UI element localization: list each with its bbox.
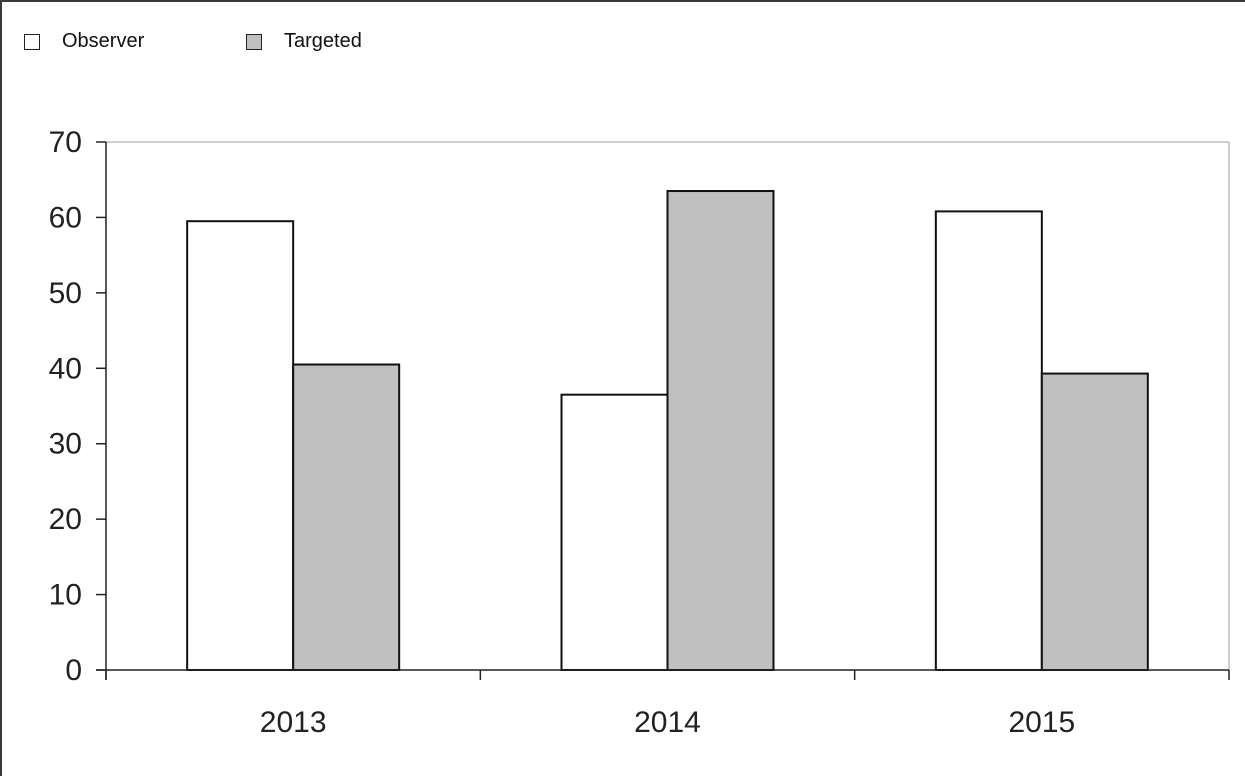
legend-item-targeted: Targeted	[246, 30, 362, 53]
bar-observer-2015	[934, 210, 1043, 671]
y-tick-label: 10	[49, 579, 82, 612]
legend-swatch-targeted	[246, 33, 262, 50]
y-tick-label: 0	[65, 654, 82, 687]
bar-targeted-2015	[1040, 372, 1149, 671]
y-tick-label: 30	[49, 428, 82, 461]
y-tick-label: 70	[49, 126, 82, 159]
bar-observer-2013	[186, 220, 295, 671]
bar-observer-2014	[560, 393, 669, 671]
legend-label-observer: Observer	[62, 30, 145, 52]
y-tick-label: 50	[49, 277, 82, 310]
bar-targeted-2013	[292, 363, 401, 671]
bar-targeted-2014	[666, 190, 775, 671]
x-tick-label: 2015	[1008, 706, 1075, 739]
x-tick-label: 2013	[260, 706, 327, 739]
x-tick-label: 2014	[634, 706, 701, 739]
y-tick-label: 40	[49, 352, 82, 385]
y-tick-label: 60	[49, 201, 82, 234]
legend-label-targeted: Targeted	[284, 30, 362, 52]
legend-swatch-observer	[24, 33, 40, 50]
legend-item-observer: Observer	[24, 30, 144, 53]
y-tick-label: 20	[49, 503, 82, 536]
